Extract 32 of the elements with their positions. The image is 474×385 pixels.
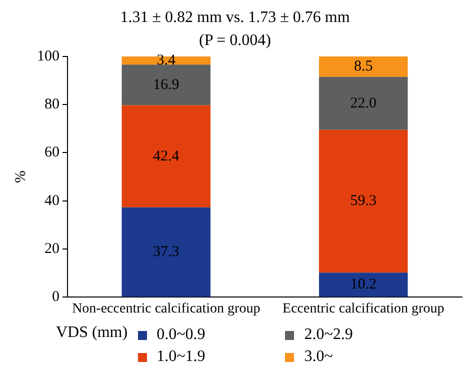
legend-label: 0.0~0.9 <box>156 326 206 344</box>
data-label: 16.9 <box>153 76 180 93</box>
x-tick-label: Non-eccentric calcification group <box>72 301 260 316</box>
bar <box>122 56 211 65</box>
data-label: 22.0 <box>350 95 376 112</box>
y-tick-label: 20 <box>44 240 60 257</box>
y-tick-label: 80 <box>44 96 60 112</box>
chart-subtitle: (P = 0.004) <box>199 32 271 50</box>
y-tick-label: 0 <box>52 289 60 306</box>
y-tick-label: 100 <box>37 48 60 64</box>
y-tick-label: 40 <box>44 192 60 209</box>
legend-label: 3.0~ <box>304 348 333 366</box>
bar <box>318 76 408 130</box>
y-axis-title: % <box>12 170 29 184</box>
data-label: 8.5 <box>354 58 373 75</box>
bar <box>122 64 211 106</box>
y-tick-label: 60 <box>44 144 60 161</box>
x-tick-label: Eccentric calcification group <box>282 301 444 316</box>
data-label: 42.4 <box>153 148 180 164</box>
bar <box>122 207 211 297</box>
legend-title: VDS (mm) <box>56 324 128 342</box>
bar <box>318 56 408 77</box>
data-label: 3.4 <box>156 52 176 68</box>
legend-label: 1.0~1.9 <box>156 348 206 366</box>
bar <box>318 272 408 297</box>
data-label: 10.2 <box>350 276 376 293</box>
bar <box>318 130 408 273</box>
chart-title: 1.31 ± 0.82 mm vs. 1.73 ± 0.76 mm <box>120 8 350 26</box>
legend-label: 2.0~2.9 <box>304 326 353 344</box>
data-label: 37.3 <box>153 244 180 260</box>
bar <box>122 105 211 208</box>
data-label: 59.3 <box>350 193 376 210</box>
